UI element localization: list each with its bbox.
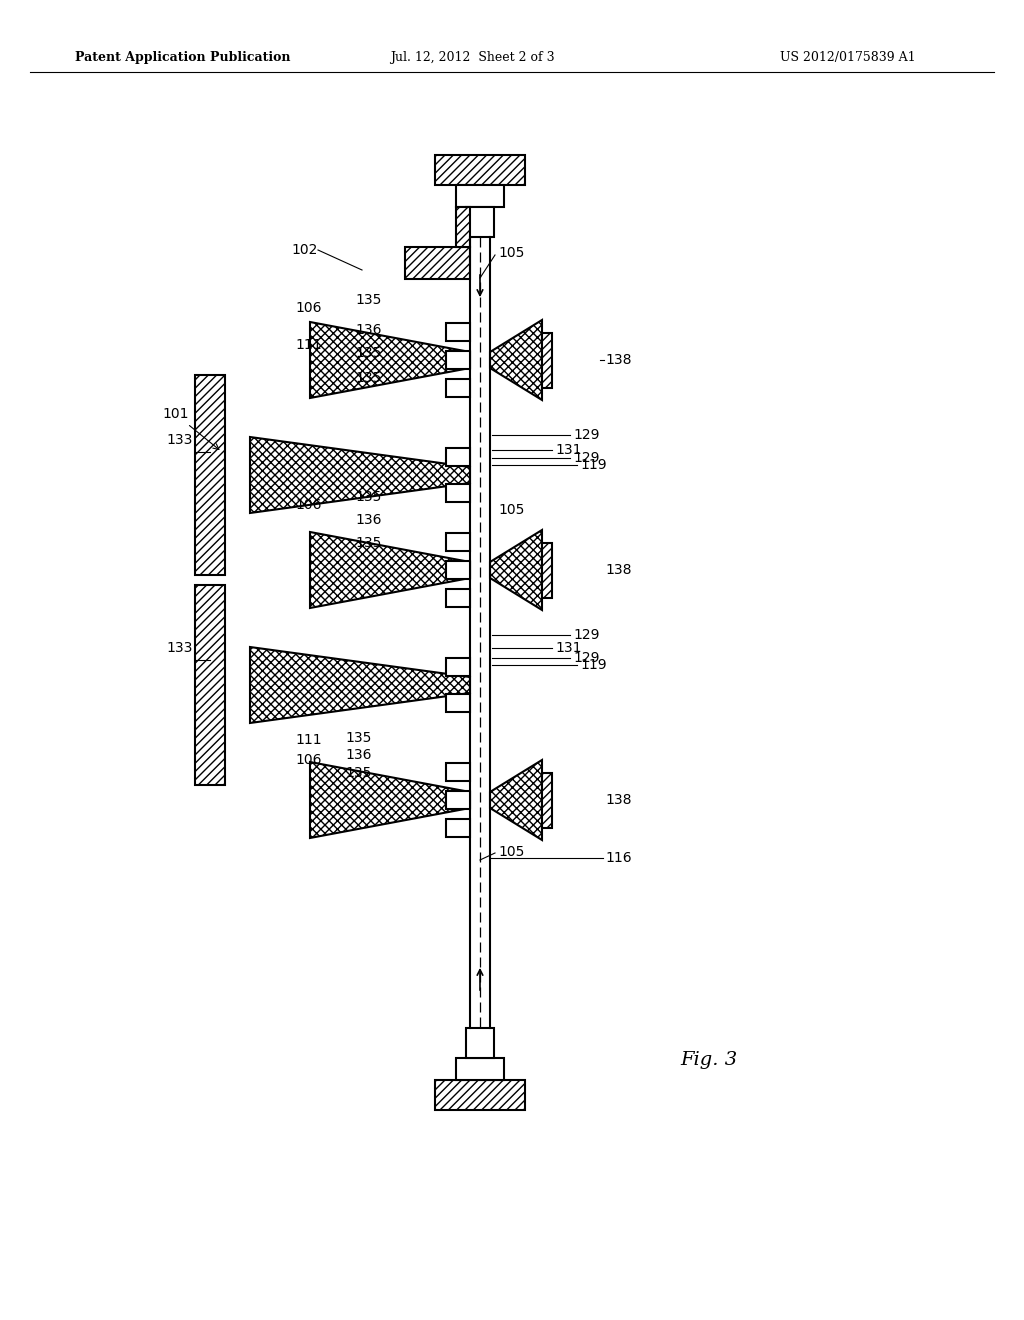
Bar [406, 247, 470, 279]
Text: 111: 111 [295, 338, 322, 352]
Polygon shape [250, 647, 470, 723]
Bar [542, 333, 552, 388]
Text: 119: 119 [580, 657, 606, 672]
Bar [542, 774, 552, 828]
Text: Jul. 12, 2012  Sheet 2 of 3: Jul. 12, 2012 Sheet 2 of 3 [390, 50, 555, 63]
Text: 105: 105 [498, 503, 524, 517]
Text: 131: 131 [555, 642, 582, 655]
Text: 138: 138 [605, 564, 632, 577]
Bar [446, 791, 470, 809]
Polygon shape [310, 762, 470, 838]
Bar [456, 185, 504, 207]
Polygon shape [310, 322, 470, 399]
Text: 133: 133 [167, 642, 193, 655]
Bar [446, 484, 470, 502]
Bar [456, 1059, 504, 1080]
Polygon shape [490, 531, 542, 610]
Bar [195, 375, 225, 576]
Bar [446, 379, 470, 397]
Text: US 2012/0175839 A1: US 2012/0175839 A1 [780, 50, 915, 63]
Text: 102: 102 [292, 243, 318, 257]
Bar [446, 657, 470, 676]
Bar [446, 323, 470, 341]
Bar [542, 543, 552, 598]
Text: 136: 136 [355, 323, 382, 337]
Text: 129: 129 [573, 628, 599, 642]
Polygon shape [490, 760, 542, 840]
Text: 105: 105 [498, 246, 524, 260]
Bar [446, 694, 470, 711]
Polygon shape [250, 437, 470, 513]
Text: 111: 111 [295, 733, 322, 747]
Text: 138: 138 [605, 793, 632, 807]
Text: 135: 135 [355, 371, 381, 385]
Text: 116: 116 [605, 851, 632, 865]
Bar [466, 1028, 494, 1059]
Bar [456, 207, 470, 247]
Text: 106: 106 [295, 752, 322, 767]
Text: 136: 136 [355, 513, 382, 527]
Text: 105: 105 [498, 845, 524, 859]
Text: 136: 136 [345, 748, 372, 762]
Text: 138: 138 [605, 352, 632, 367]
Text: 106: 106 [295, 301, 322, 315]
Text: 135: 135 [355, 490, 381, 504]
Text: 133: 133 [167, 433, 193, 447]
Text: 129: 129 [573, 428, 599, 442]
Text: 135: 135 [345, 766, 372, 780]
Bar [446, 561, 470, 579]
Text: Fig. 3: Fig. 3 [680, 1051, 737, 1069]
Text: 101: 101 [162, 407, 219, 450]
Bar [435, 154, 525, 185]
Bar [446, 533, 470, 550]
Bar [195, 585, 225, 785]
Text: 135: 135 [355, 346, 381, 360]
Text: 129: 129 [573, 451, 599, 465]
Text: 135: 135 [345, 731, 372, 744]
Bar [446, 589, 470, 607]
Bar [446, 447, 470, 466]
Text: 131: 131 [555, 444, 582, 457]
Bar [446, 351, 470, 370]
Bar [435, 1080, 525, 1110]
Bar [466, 207, 494, 238]
Text: 135: 135 [355, 536, 381, 550]
Text: 129: 129 [573, 651, 599, 665]
Polygon shape [490, 319, 542, 400]
Text: 119: 119 [580, 458, 606, 473]
Text: 106: 106 [295, 498, 322, 512]
Bar [446, 763, 470, 781]
Text: Patent Application Publication: Patent Application Publication [75, 50, 291, 63]
Bar [446, 818, 470, 837]
Text: 135: 135 [355, 293, 381, 308]
Polygon shape [310, 532, 470, 609]
